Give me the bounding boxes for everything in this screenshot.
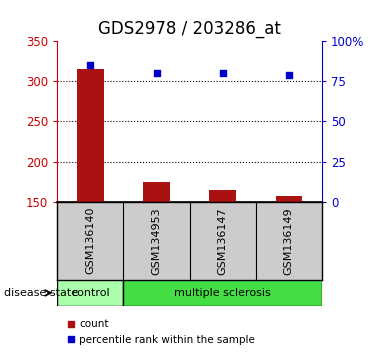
Title: GDS2978 / 203286_at: GDS2978 / 203286_at: [98, 20, 281, 38]
Point: [154, 70, 159, 76]
Legend: count, percentile rank within the sample: count, percentile rank within the sample: [63, 315, 259, 349]
Point: [87, 62, 93, 68]
Bar: [57, 280, 124, 306]
Text: multiple sclerosis: multiple sclerosis: [174, 288, 271, 298]
Bar: [209, 190, 236, 202]
Text: GSM136147: GSM136147: [218, 207, 228, 275]
Bar: [124, 280, 322, 306]
Point: [220, 70, 226, 76]
Bar: [143, 182, 170, 202]
Text: GSM136140: GSM136140: [85, 207, 95, 274]
Bar: [276, 196, 302, 202]
Text: GSM134953: GSM134953: [152, 207, 162, 275]
Text: control: control: [71, 288, 110, 298]
Bar: [77, 69, 104, 202]
Text: disease state: disease state: [4, 288, 78, 298]
Text: GSM136149: GSM136149: [284, 207, 294, 275]
Point: [286, 72, 292, 78]
